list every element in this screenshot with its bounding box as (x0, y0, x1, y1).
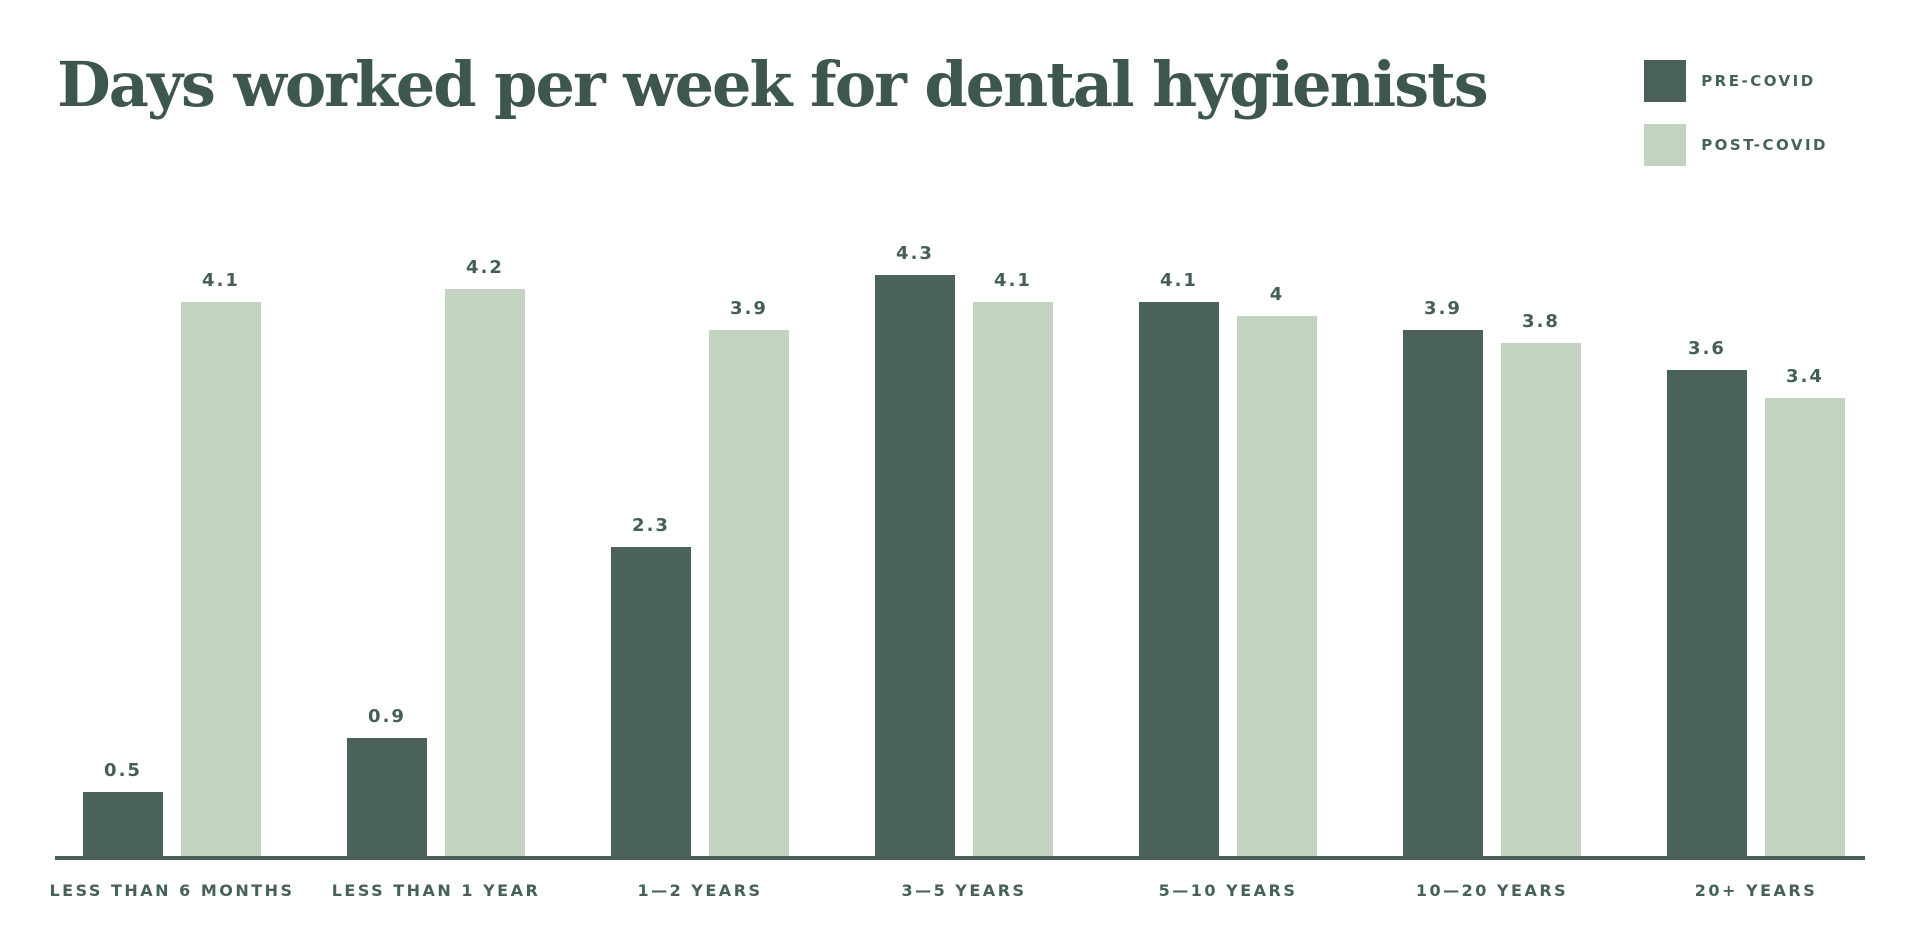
bar-group-5: 4.1 4 5—10 YEARS (1139, 270, 1317, 900)
bar-pair: 2.3 3.9 (611, 298, 789, 860)
pre-covid-bar (1403, 330, 1483, 860)
bar-wrap: 3.8 (1501, 311, 1581, 860)
legend: PRE-COVID POST-COVID (1644, 60, 1828, 166)
bar-value-label: 2.3 (632, 515, 670, 536)
x-axis-category-label: 3—5 YEARS (901, 881, 1027, 900)
pre-covid-bar (83, 792, 163, 860)
post-covid-bar (181, 302, 261, 860)
bar-wrap: 2.3 (611, 515, 691, 860)
bar-wrap: 4 (1237, 284, 1317, 860)
bar-value-label: 3.8 (1522, 311, 1560, 332)
pre-covid-legend-label: PRE-COVID (1701, 72, 1816, 90)
pre-covid-bar (875, 275, 955, 860)
bar-wrap: 4.1 (1139, 270, 1219, 860)
bar-pair: 0.5 4.1 (83, 270, 261, 860)
post-covid-bar (709, 330, 789, 860)
chart-title: Days worked per week for dental hygienis… (57, 48, 1489, 121)
bar-wrap: 3.9 (1403, 298, 1483, 860)
pre-covid-bar (611, 547, 691, 860)
post-covid-bar (1501, 343, 1581, 860)
bar-pair: 0.9 4.2 (347, 257, 525, 860)
x-axis-category-label: 1—2 YEARS (637, 881, 763, 900)
x-axis-category-label: LESS THAN 1 YEAR (331, 881, 541, 900)
post-covid-bar (1765, 398, 1845, 860)
bar-wrap: 3.6 (1667, 338, 1747, 860)
post-covid-bar (973, 302, 1053, 860)
bar-value-label: 4.1 (1160, 270, 1198, 291)
x-axis-category-label: 10—20 YEARS (1415, 881, 1569, 900)
bar-value-label: 0.5 (104, 760, 142, 781)
bar-wrap: 0.5 (83, 760, 163, 860)
bar-pair: 4.3 4.1 (875, 243, 1053, 860)
bar-wrap: 4.1 (973, 270, 1053, 860)
bar-value-label: 3.6 (1688, 338, 1726, 359)
bar-value-label: 4.3 (896, 243, 934, 264)
bar-value-label: 4.1 (994, 270, 1032, 291)
bar-value-label: 3.4 (1786, 366, 1824, 387)
bar-pair: 4.1 4 (1139, 270, 1317, 860)
bar-wrap: 4.1 (181, 270, 261, 860)
bar-value-label: 4 (1269, 284, 1285, 305)
pre-covid-bar (347, 738, 427, 860)
pre-covid-swatch-icon (1644, 60, 1687, 102)
bar-pair: 3.9 3.8 (1403, 298, 1581, 860)
bar-wrap: 0.9 (347, 706, 427, 860)
bar-wrap: 4.2 (445, 257, 525, 860)
post-covid-bar (1237, 316, 1317, 860)
post-covid-swatch-icon (1644, 124, 1687, 166)
bar-pair: 3.6 3.4 (1667, 338, 1845, 860)
x-axis-line (55, 856, 1865, 860)
bar-value-label: 3.9 (730, 298, 768, 319)
bar-wrap: 3.4 (1765, 366, 1845, 860)
bar-value-label: 4.1 (202, 270, 240, 291)
post-covid-legend-label: POST-COVID (1701, 136, 1828, 154)
legend-item-post-covid: POST-COVID (1644, 124, 1828, 166)
bar-group-3: 2.3 3.9 1—2 YEARS (611, 298, 789, 900)
bar-value-label: 0.9 (368, 706, 406, 727)
bar-group-7: 3.6 3.4 20+ YEARS (1667, 338, 1845, 900)
bar-group-6: 3.9 3.8 10—20 YEARS (1403, 298, 1581, 900)
bar-value-label: 4.2 (466, 257, 504, 278)
post-covid-bar (445, 289, 525, 860)
x-axis-category-label: 5—10 YEARS (1158, 881, 1298, 900)
x-axis-category-label: LESS THAN 6 MONTHS (49, 881, 295, 900)
legend-item-pre-covid: PRE-COVID (1644, 60, 1828, 102)
bar-wrap: 4.3 (875, 243, 955, 860)
bar-wrap: 3.9 (709, 298, 789, 860)
bar-group-1: 0.5 4.1 LESS THAN 6 MONTHS (49, 270, 292, 900)
bar-chart-plot: 0.5 4.1 LESS THAN 6 MONTHS 0.9 4.2 LESS THAN … (49, 243, 1845, 900)
bar-group-4: 4.3 4.1 3—5 YEARS (875, 243, 1053, 900)
bar-group-2: 0.9 4.2 LESS THAN 1 YEAR (332, 257, 538, 900)
pre-covid-bar (1139, 302, 1219, 860)
x-axis-category-label: 20+ YEARS (1694, 881, 1818, 900)
pre-covid-bar (1667, 370, 1747, 860)
bar-value-label: 3.9 (1424, 298, 1462, 319)
